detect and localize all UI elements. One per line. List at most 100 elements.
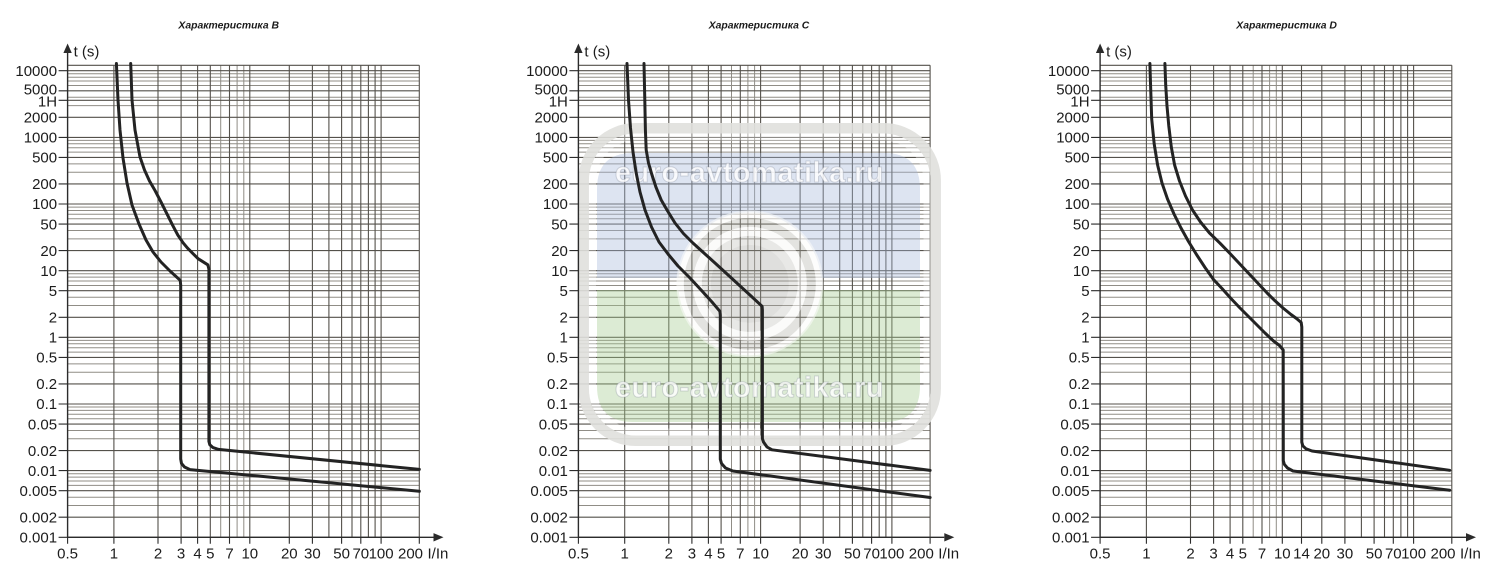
svg-text:50: 50 [1073, 216, 1090, 233]
svg-text:3: 3 [1209, 546, 1217, 563]
svg-text:1H: 1H [38, 94, 57, 111]
svg-text:5: 5 [717, 546, 725, 563]
svg-text:0.002: 0.002 [530, 509, 568, 526]
svg-text:4: 4 [1226, 546, 1234, 563]
svg-text:4: 4 [704, 546, 712, 563]
svg-text:10: 10 [1274, 546, 1291, 563]
svg-text:1H: 1H [549, 94, 568, 111]
svg-text:500: 500 [32, 150, 57, 167]
svg-text:I/In: I/In [938, 546, 959, 563]
svg-text:200: 200 [398, 546, 423, 563]
svg-text:20: 20 [792, 546, 809, 563]
svg-text:t (s): t (s) [1106, 44, 1132, 61]
svg-text:50: 50 [844, 546, 861, 563]
svg-text:0.001: 0.001 [530, 530, 568, 547]
svg-text:0.5: 0.5 [568, 546, 589, 563]
svg-text:0.2: 0.2 [547, 376, 568, 393]
svg-text:0.2: 0.2 [36, 376, 57, 393]
svg-text:Характеристика D: Характеристика D [1235, 21, 1337, 32]
svg-text:2: 2 [1186, 546, 1194, 563]
svg-text:0.01: 0.01 [1060, 463, 1089, 480]
svg-text:30: 30 [304, 546, 321, 563]
svg-text:5000: 5000 [1056, 81, 1089, 98]
svg-text:0.01: 0.01 [539, 463, 568, 480]
svg-text:1: 1 [110, 546, 118, 563]
svg-text:10: 10 [40, 263, 57, 280]
svg-text:I/In: I/In [1460, 546, 1481, 563]
svg-text:0.05: 0.05 [28, 416, 57, 433]
svg-text:7: 7 [736, 546, 744, 563]
svg-text:10: 10 [551, 263, 568, 280]
svg-text:200: 200 [1065, 176, 1090, 193]
svg-text:0.5: 0.5 [57, 546, 78, 563]
svg-text:70: 70 [1385, 546, 1402, 563]
svg-text:2000: 2000 [24, 110, 57, 127]
svg-text:10: 10 [241, 546, 258, 563]
svg-text:2: 2 [1081, 310, 1089, 327]
svg-text:2: 2 [560, 310, 568, 327]
svg-text:7: 7 [225, 546, 233, 563]
svg-text:0.001: 0.001 [20, 530, 58, 547]
svg-text:0.5: 0.5 [1090, 546, 1111, 563]
svg-text:5000: 5000 [535, 81, 568, 98]
svg-text:5: 5 [1081, 283, 1089, 300]
svg-text:5000: 5000 [24, 81, 57, 98]
svg-text:0.002: 0.002 [1052, 509, 1090, 526]
svg-text:0.02: 0.02 [28, 443, 57, 460]
svg-text:2: 2 [49, 310, 57, 327]
svg-text:100: 100 [369, 546, 394, 563]
svg-text:10: 10 [752, 546, 769, 563]
svg-text:200: 200 [1430, 546, 1455, 563]
svg-text:500: 500 [1065, 150, 1090, 167]
svg-text:5: 5 [1239, 546, 1247, 563]
svg-text:100: 100 [32, 196, 57, 213]
svg-text:50: 50 [1366, 546, 1383, 563]
svg-text:t (s): t (s) [74, 44, 100, 61]
svg-text:2000: 2000 [535, 110, 568, 127]
svg-text:10000: 10000 [1048, 63, 1090, 80]
svg-text:0.5: 0.5 [1069, 350, 1090, 367]
svg-text:1000: 1000 [535, 130, 568, 147]
svg-text:5: 5 [206, 546, 214, 563]
svg-text:500: 500 [543, 150, 568, 167]
svg-text:70: 70 [863, 546, 880, 563]
svg-text:euro-avtomatika.ru: euro-avtomatika.ru [615, 157, 884, 189]
svg-text:5: 5 [560, 283, 568, 300]
svg-text:1: 1 [560, 330, 568, 347]
svg-text:5: 5 [49, 283, 57, 300]
svg-text:0.005: 0.005 [1052, 483, 1090, 500]
svg-text:10: 10 [1073, 263, 1090, 280]
svg-text:0.1: 0.1 [36, 396, 57, 413]
svg-text:50: 50 [40, 216, 57, 233]
svg-text:100: 100 [543, 196, 568, 213]
svg-text:0.05: 0.05 [539, 416, 568, 433]
svg-text:20: 20 [40, 243, 57, 260]
svg-text:0.005: 0.005 [20, 483, 58, 500]
svg-text:0.02: 0.02 [539, 443, 568, 460]
svg-text:1000: 1000 [24, 130, 57, 147]
svg-text:20: 20 [551, 243, 568, 260]
svg-text:4: 4 [193, 546, 201, 563]
svg-text:0.001: 0.001 [1052, 530, 1090, 547]
svg-text:0.02: 0.02 [1060, 443, 1089, 460]
svg-text:7: 7 [1258, 546, 1266, 563]
svg-text:100: 100 [1065, 196, 1090, 213]
svg-text:1: 1 [1142, 546, 1150, 563]
svg-text:3: 3 [177, 546, 185, 563]
svg-text:1H: 1H [1070, 94, 1089, 111]
svg-text:20: 20 [281, 546, 298, 563]
svg-text:10000: 10000 [526, 63, 568, 80]
svg-text:200: 200 [543, 176, 568, 193]
svg-text:2000: 2000 [1056, 110, 1089, 127]
svg-text:Характеристика C: Характеристика C [708, 21, 810, 32]
svg-text:50: 50 [333, 546, 350, 563]
svg-text:I/In: I/In [428, 546, 449, 563]
svg-text:30: 30 [815, 546, 832, 563]
svg-text:euro-avtomatika.ru: euro-avtomatika.ru [615, 372, 884, 404]
svg-text:100: 100 [879, 546, 904, 563]
svg-text:1000: 1000 [1056, 130, 1089, 147]
svg-text:1: 1 [49, 330, 57, 347]
svg-text:20: 20 [1073, 243, 1090, 260]
svg-text:0.1: 0.1 [1069, 396, 1090, 413]
svg-text:100: 100 [1401, 546, 1426, 563]
